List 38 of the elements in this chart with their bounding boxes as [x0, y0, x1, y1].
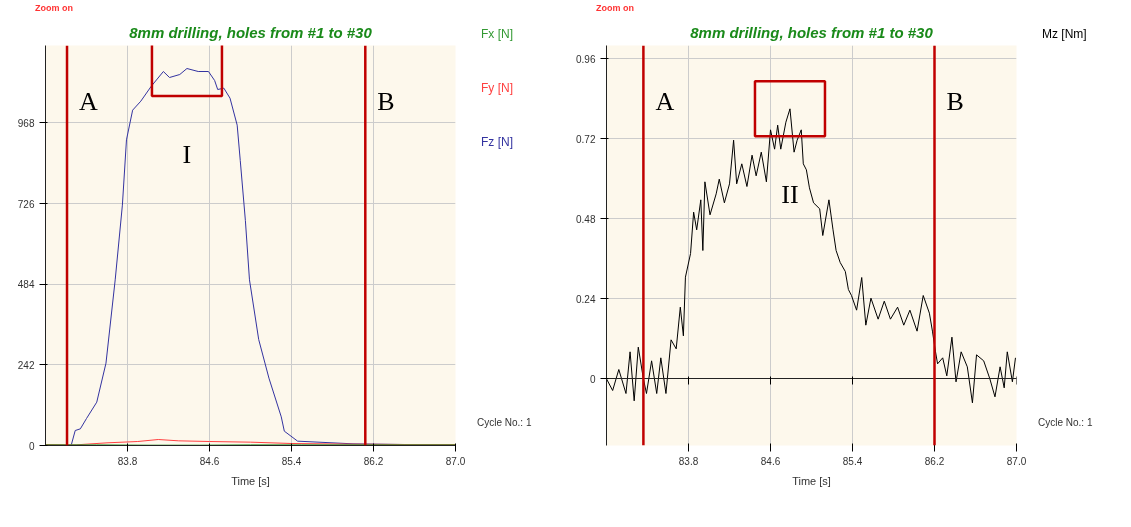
y-tick-label: 0.96 — [576, 53, 596, 65]
x-tick-label: 85.4 — [842, 455, 863, 467]
y-tick-label: 0 — [28, 440, 35, 452]
text: Zoom on — [35, 2, 73, 15]
ref-line-label: A — [79, 86, 99, 116]
y-tick-label: 0.72 — [576, 133, 596, 145]
y-tick-label: 726 — [17, 198, 35, 210]
text: Fz [N] — [481, 134, 513, 151]
text: Cycle No.: 1 — [477, 416, 532, 430]
text: Mz [Nm] — [1042, 26, 1087, 43]
x-tick-label: 86.2 — [363, 455, 384, 467]
text: Cycle No.: 1 — [1038, 416, 1093, 430]
y-tick-label: 242 — [17, 359, 35, 371]
text: Zoom on — [596, 2, 634, 15]
x-tick-label: 87.0 — [1006, 455, 1027, 467]
x-tick-label: 83.8 — [117, 455, 138, 467]
ref-line-label: A — [655, 86, 675, 116]
y-tick-label: 0.24 — [576, 293, 596, 305]
x-tick-label: 84.6 — [760, 455, 781, 467]
x-tick-label: 86.2 — [924, 455, 945, 467]
y-tick-label: 0.48 — [576, 213, 596, 225]
x-tick-label: 83.8 — [678, 455, 699, 467]
y-tick-label: 484 — [17, 279, 35, 291]
x-tick-label: 85.4 — [281, 455, 302, 467]
ref-line-label: B — [377, 86, 395, 116]
x-axis-title: Time [s] — [792, 474, 831, 487]
chart-title: 8mm drilling, holes from #1 to #30 — [690, 23, 934, 41]
y-tick-label: 968 — [17, 117, 35, 129]
x-tick-label: 87.0 — [445, 455, 466, 467]
annotation: II — [781, 179, 799, 209]
text: Fx [N] — [481, 26, 513, 43]
chart-title: 8mm drilling, holes from #1 to #30 — [129, 23, 373, 41]
annotation: I — [182, 139, 192, 169]
text: Fy [N] — [481, 80, 513, 97]
y-tick-label: 0 — [589, 373, 596, 385]
x-axis-title: Time [s] — [231, 474, 270, 487]
ref-line-label: B — [946, 86, 964, 116]
x-tick-label: 84.6 — [199, 455, 220, 467]
